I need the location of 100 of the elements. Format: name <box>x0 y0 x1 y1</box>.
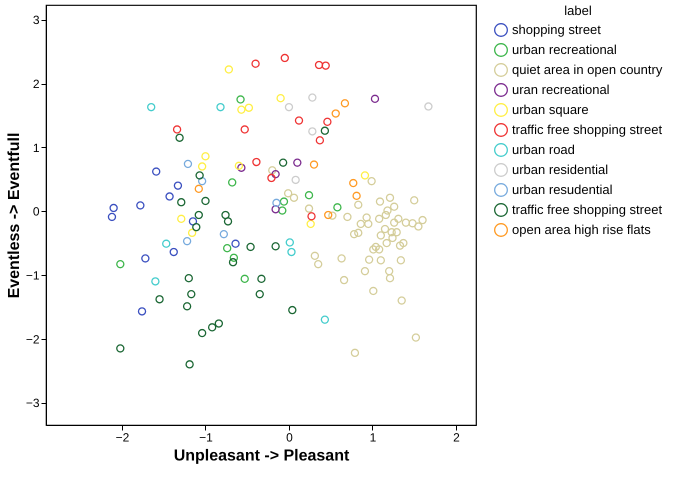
point <box>240 274 249 284</box>
point <box>332 109 340 118</box>
point <box>187 290 196 298</box>
point <box>231 240 240 248</box>
point <box>198 328 206 338</box>
point <box>382 210 390 220</box>
point <box>201 196 210 206</box>
point <box>386 274 394 282</box>
point <box>386 194 394 202</box>
point <box>291 176 300 184</box>
point <box>382 238 391 248</box>
point <box>208 323 216 332</box>
y-tick-label: −2 <box>26 332 40 346</box>
point <box>230 254 238 262</box>
legend-label: traffic free shopping street <box>512 202 662 217</box>
point <box>216 102 225 112</box>
point <box>293 158 302 167</box>
point <box>402 218 410 227</box>
point <box>224 217 232 226</box>
point <box>364 220 372 228</box>
point <box>320 126 330 135</box>
point <box>278 158 288 167</box>
point <box>362 213 371 222</box>
point <box>343 212 352 222</box>
point <box>256 290 264 298</box>
point <box>257 274 266 284</box>
point <box>195 171 204 180</box>
point <box>194 210 203 220</box>
point <box>322 61 330 70</box>
point <box>198 176 206 186</box>
point <box>252 158 261 166</box>
point <box>288 306 296 314</box>
point <box>383 206 392 215</box>
point <box>109 204 118 212</box>
point <box>352 192 361 200</box>
point <box>304 204 314 213</box>
point <box>418 216 427 224</box>
point <box>310 252 320 260</box>
point <box>136 201 145 210</box>
point <box>308 93 317 102</box>
point <box>349 178 358 188</box>
legend-label: urban square <box>512 102 589 117</box>
point <box>424 102 433 111</box>
y-tick-label: −1 <box>26 268 40 282</box>
point <box>414 222 423 231</box>
x-tick-label: 2 <box>453 430 460 444</box>
point <box>224 65 234 74</box>
point <box>350 348 360 358</box>
point <box>396 241 404 250</box>
y-axis-title: Eventless -> Eventfull <box>6 132 23 298</box>
point <box>223 244 232 252</box>
point <box>367 176 376 186</box>
point <box>192 222 200 232</box>
point <box>388 234 397 242</box>
point <box>162 240 170 248</box>
point <box>272 198 281 208</box>
point <box>350 230 358 238</box>
x-tick-label: 1 <box>370 430 377 444</box>
point <box>287 248 296 256</box>
point <box>236 95 245 104</box>
point <box>251 60 260 68</box>
point <box>408 219 417 228</box>
point <box>175 134 184 142</box>
point <box>147 102 156 112</box>
point <box>410 196 418 204</box>
point <box>380 224 390 234</box>
point <box>172 125 182 134</box>
point <box>284 189 292 198</box>
point <box>370 94 380 104</box>
y-tick-label: 3 <box>32 13 40 28</box>
point <box>384 266 394 276</box>
point <box>333 203 342 212</box>
point <box>228 178 236 187</box>
point <box>392 228 401 236</box>
point <box>304 191 314 200</box>
point <box>364 255 374 264</box>
point <box>284 102 294 112</box>
point <box>316 136 324 144</box>
point <box>290 194 298 202</box>
point <box>268 166 276 174</box>
point <box>390 218 398 227</box>
point <box>188 217 198 226</box>
x-tick-label: 0 <box>286 430 294 444</box>
point <box>201 152 210 160</box>
legend-title: label <box>564 3 592 18</box>
point <box>399 238 408 248</box>
legend-label: urban residential <box>512 162 608 177</box>
point <box>314 60 324 70</box>
legend-label: urban road <box>512 142 575 157</box>
point <box>340 276 348 284</box>
point <box>185 360 194 369</box>
point <box>307 212 316 220</box>
y-tick-label: 2 <box>32 77 40 92</box>
point <box>328 211 337 220</box>
point <box>177 198 186 206</box>
point <box>374 245 384 254</box>
point <box>214 319 224 328</box>
point <box>394 214 403 224</box>
point <box>398 296 406 305</box>
point <box>228 258 238 266</box>
